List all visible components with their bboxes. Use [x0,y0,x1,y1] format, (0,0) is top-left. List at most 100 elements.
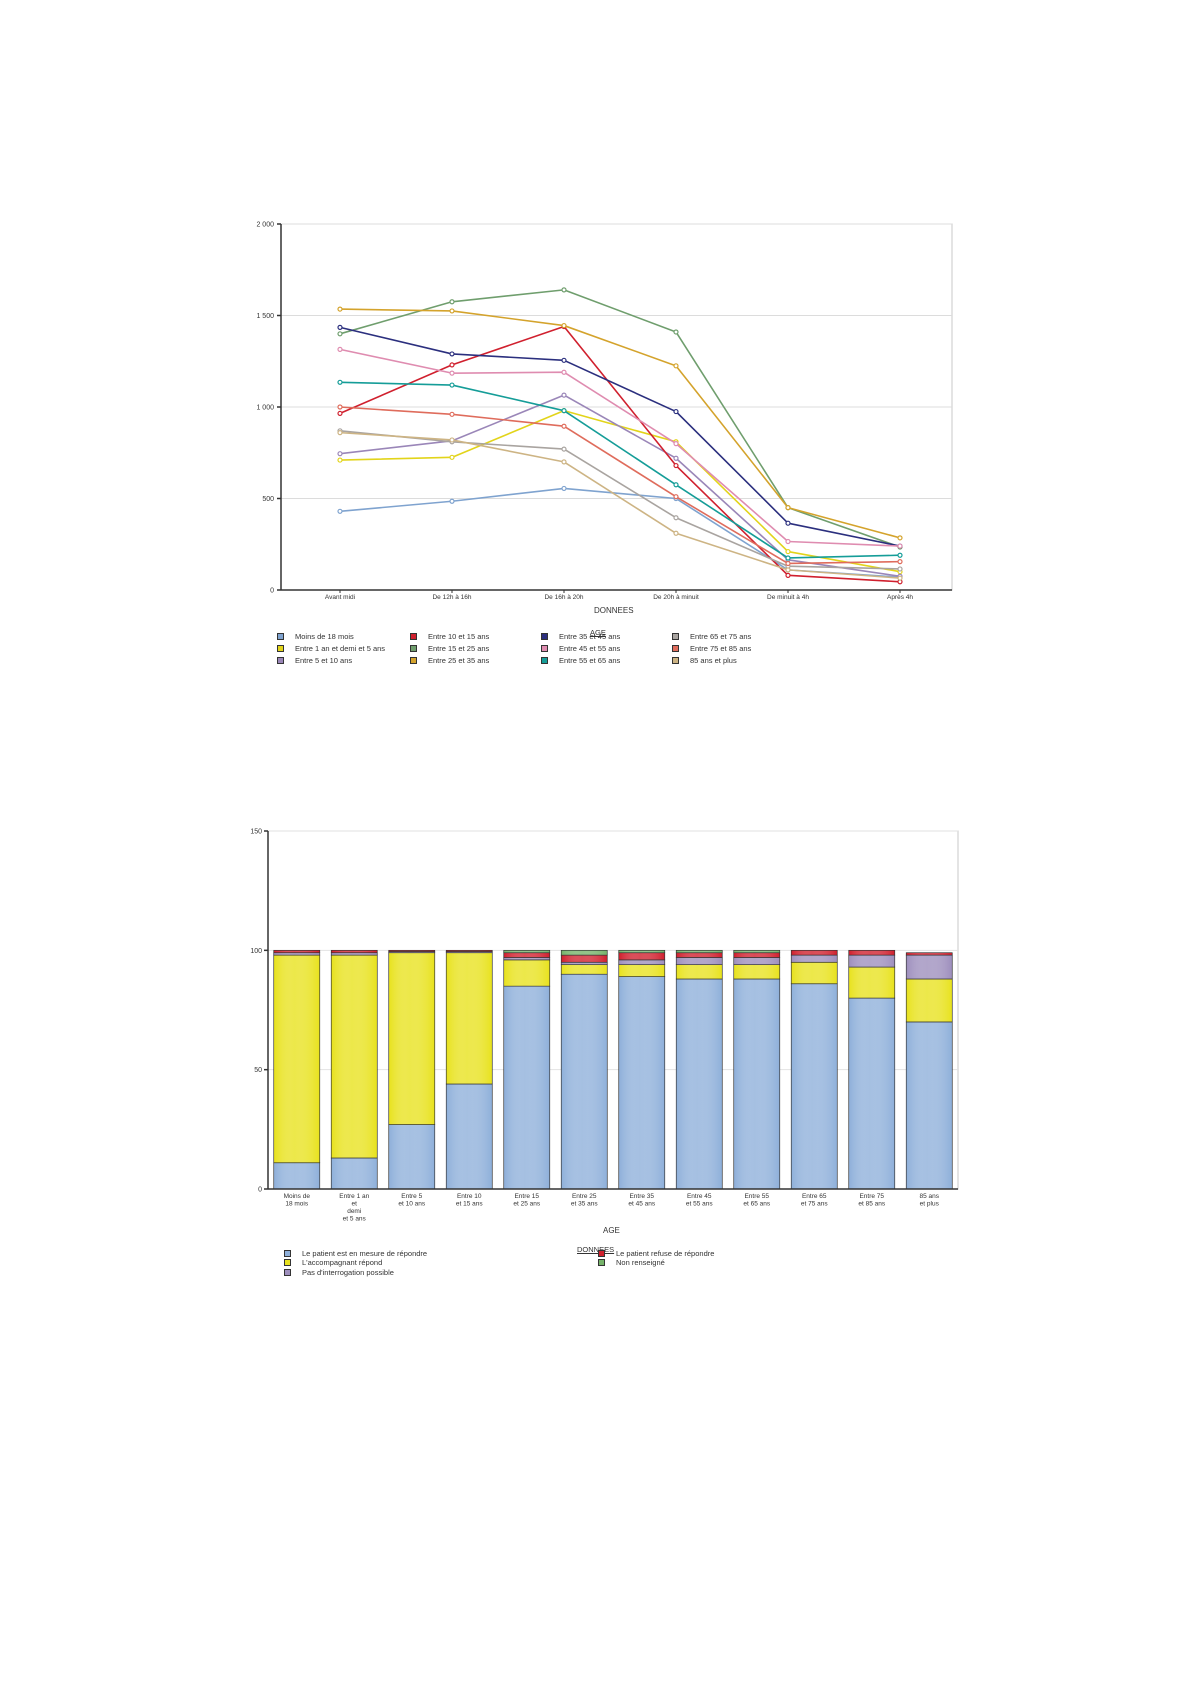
x-tick-label: et 10 ans [398,1201,425,1208]
x-tick-label: De minuit à 4h [767,594,809,601]
x-tick-label: Entre 1 an [339,1193,369,1200]
bar-segment-sheen [906,953,952,955]
bar-segment-sheen [849,955,895,967]
bar-segment-sheen [389,1124,435,1189]
x-tick-label: Moins de [284,1193,311,1200]
series-point [561,423,567,429]
series-point [449,351,455,357]
bar-segment-sheen [849,998,895,1189]
series-point [449,454,455,460]
series-point [673,494,679,500]
x-tick-label: et 25 ans [513,1201,540,1208]
y-tick-label: 1 000 [256,405,274,412]
bar-segment-sheen [849,950,895,955]
bar-segment-sheen [849,967,895,998]
series-line [339,289,901,548]
series-point [785,572,791,578]
x-tick-label: demi [347,1208,361,1215]
x-tick-label: et 45 ans [628,1201,655,1208]
series-point [561,408,567,414]
series-point [673,441,679,447]
x-tick-label: et 75 ans [801,1201,828,1208]
series-point [449,411,455,417]
series-point [449,370,455,376]
y-tick-label: 0 [258,1187,262,1194]
series-point [785,538,791,545]
x-tick-label: et 85 ans [858,1201,885,1208]
bar-segment-sheen [274,950,320,953]
x-tick-label: Avant midi [325,594,355,601]
x-tick-label: et plus [920,1201,940,1208]
bar-segment-sheen [446,1084,492,1189]
series-point [337,430,343,436]
series-point [449,308,455,314]
series-point [673,482,679,488]
series-point [673,329,679,335]
x-tick-label: Entre 15 [514,1193,539,1200]
bar-segment-sheen [274,1163,320,1189]
bar-segment-sheen [676,953,722,958]
bar-segment-sheen [734,953,780,958]
bar-segment-sheen [504,986,550,1189]
x-tick-label: Entre 75 [859,1193,884,1200]
x-tick-label: et [352,1201,358,1208]
series-point [561,369,567,375]
series-point [673,462,679,469]
series-point [561,459,567,465]
bar-segment-sheen [331,1158,377,1189]
series-point [673,408,679,415]
bar-segment-sheen [274,955,320,1163]
series-point [337,508,343,514]
series-line [339,325,901,583]
y-tick-label: 1 500 [256,313,274,320]
x-tick-label: Entre 45 [687,1193,712,1200]
series-point [561,287,567,293]
bar-segment-sheen [734,950,780,953]
series-point [785,548,791,555]
series-point [337,324,343,330]
bar-segment-sheen [734,957,780,965]
series-point [337,404,343,410]
bar-segment-sheen [791,950,837,955]
x-tick-label: et 55 ans [686,1201,713,1208]
series-line [339,429,901,570]
bar-segment-sheen [676,979,722,1189]
series-point [449,382,455,388]
series-point [673,530,679,536]
bar-segment-sheen [619,950,665,953]
x-tick-label: 18 mois [285,1201,309,1208]
bar-chart-xlabel: AGE [603,1226,620,1235]
bar-segment-sheen [906,955,952,979]
series-point [449,299,455,305]
x-tick-label: Entre 10 [457,1193,482,1200]
y-tick-label: 50 [254,1067,262,1074]
series-point [897,566,903,572]
series-point [785,560,791,567]
series-point [449,437,455,443]
bar-segment-sheen [389,953,435,1125]
x-tick-label: De 16h à 20h [544,594,583,601]
series-point [449,362,455,368]
bar-segment-sheen [906,979,952,1022]
x-tick-label: Entre 65 [802,1193,827,1200]
series-point [337,379,343,385]
bar-segment-sheen [561,965,607,974]
bar-segment-sheen [331,955,377,1158]
x-tick-label: et 35 ans [571,1201,598,1208]
series-point [785,555,791,561]
series-point [673,515,679,521]
bar-segment-sheen [561,955,607,962]
x-tick-label: De 20h à minuit [653,594,699,601]
x-tick-label: et 15 ans [456,1201,483,1208]
bar-segment-sheen [906,1022,952,1189]
bar-segment-sheen [446,953,492,1084]
bar-segment-sheen [331,950,377,953]
series-point [561,322,567,329]
x-tick-label: Entre 55 [744,1193,769,1200]
series-line [339,406,901,565]
x-tick-label: 85 ans [919,1193,939,1200]
series-line [339,308,901,539]
series-line [339,431,901,579]
